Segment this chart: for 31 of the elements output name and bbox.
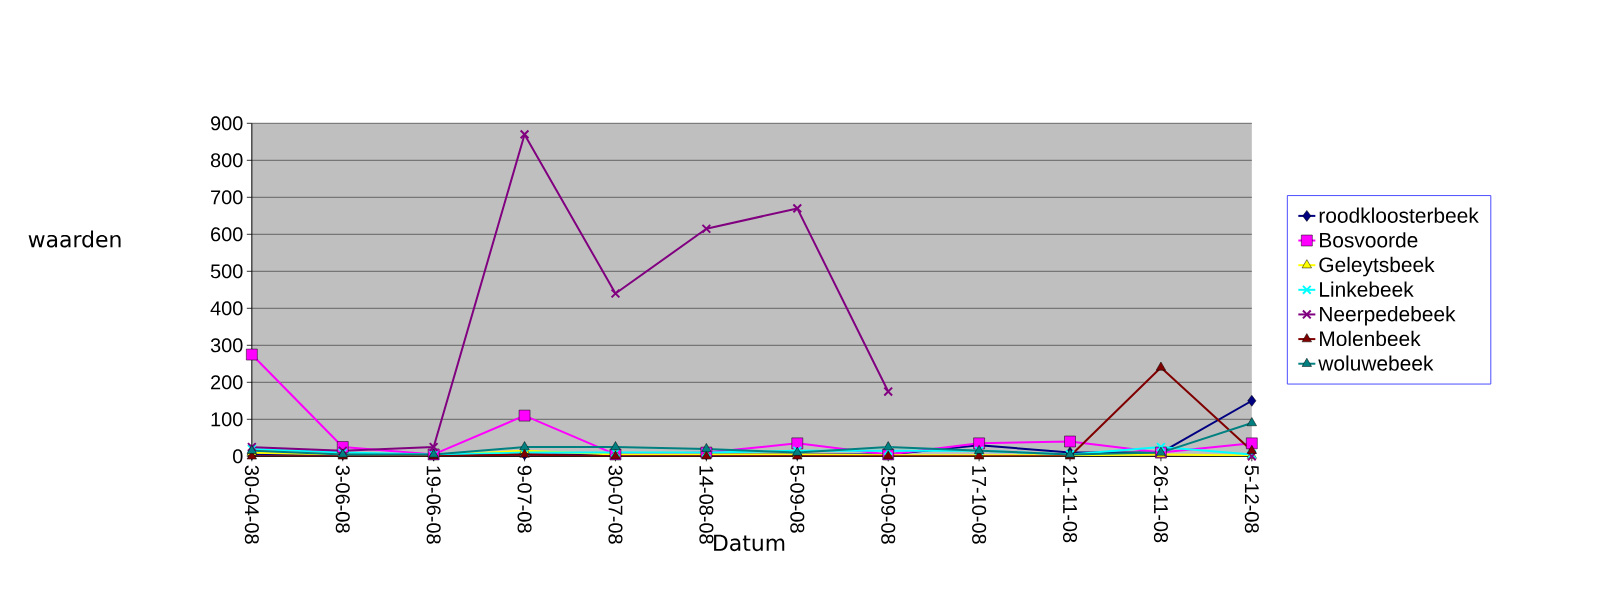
y-tick-label: 200 xyxy=(211,375,243,390)
y-tick-label: 400 xyxy=(210,301,243,316)
legend-label: Bosvoorde xyxy=(1320,232,1418,248)
legend-label: roodkloosterbeek xyxy=(1319,207,1479,223)
y-tick-label: 100 xyxy=(211,412,243,427)
x-tick-label: 30-04-08 xyxy=(244,465,259,544)
legend-label: Molenbeek xyxy=(1320,330,1421,347)
x-axis-title: Datum xyxy=(714,534,785,552)
x-tick-label: 14-08-08 xyxy=(699,466,714,544)
x-tick-label: 19-06-08 xyxy=(426,466,441,544)
legend-label: Geleytsbeek xyxy=(1319,256,1435,277)
y-tick-label: 600 xyxy=(211,227,243,242)
y-axis-title: waarden xyxy=(28,230,121,248)
x-tick-label: 3-06-08 xyxy=(335,465,350,533)
legend-label: Linkebeek xyxy=(1320,281,1414,297)
x-tick-label: 5-09-08 xyxy=(790,465,805,533)
y-tick-label: 800 xyxy=(210,153,243,168)
legend-label: woluwebeek xyxy=(1318,355,1434,371)
y-tick-label: 300 xyxy=(210,338,243,353)
x-tick-label: 30-07-08 xyxy=(608,465,623,544)
x-tick-label: 17-10-08 xyxy=(972,466,987,544)
x-tick-label: 9-07-08 xyxy=(517,465,532,533)
x-tick-label: 25-09-08 xyxy=(881,465,896,544)
y-tick-label: 900 xyxy=(211,116,243,131)
y-tick-label: 700 xyxy=(211,190,243,205)
x-tick-label: 26-11-08 xyxy=(1153,465,1168,543)
legend-label: Neerpedebeek xyxy=(1320,306,1456,326)
y-tick-label: 0 xyxy=(233,449,243,464)
x-tick-label: 21-11-08 xyxy=(1062,465,1078,543)
y-tick-label: 500 xyxy=(210,264,243,279)
x-tick-label: 5-12-08 xyxy=(1244,465,1259,533)
